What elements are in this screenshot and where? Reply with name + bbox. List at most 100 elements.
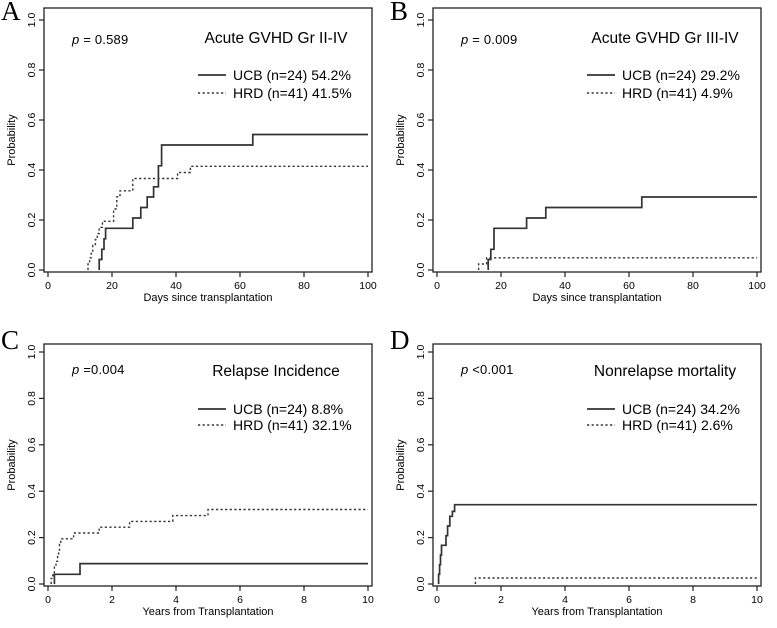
panel-label: A (1, 0, 21, 26)
legend-item-ucb: UCB (n=24) 54.2% (196, 67, 351, 83)
y-axis-label: Probability (395, 439, 407, 491)
x-tick-label: 8 (690, 594, 696, 606)
y-axis-label: Probability (395, 114, 407, 166)
legend-label: HRD (n=41) 32.1% (233, 417, 352, 433)
y-tick-label: 0.4 (26, 484, 38, 499)
legend-line-sample (198, 74, 226, 76)
legend-item-ucb: UCB (n=24) 34.2% (585, 401, 740, 417)
y-tick-label: 0.8 (26, 63, 38, 78)
y-tick-label: 0.0 (415, 577, 427, 592)
x-tick-label: 2 (498, 594, 504, 606)
legend-item-hrd: HRD (n=41) 4.9% (585, 85, 733, 101)
y-tick-label: 0.8 (415, 63, 427, 78)
x-tick-label: 6 (237, 594, 243, 606)
p-symbol: p (72, 32, 80, 47)
p-value-text: <0.001 (468, 362, 514, 377)
panel-b: 0 20 40 60 80 100 0.0 0.2 0.4 0.6 0.8 1.0 B p = 0.0… (389, 0, 777, 314)
x-axis-label: Years from Transplantation (531, 606, 663, 618)
x-tick-label: 80 (687, 280, 699, 292)
legend-label: HRD (n=41) 4.9% (622, 85, 733, 101)
legend-line-sample (587, 92, 615, 94)
legend-item-hrd: HRD (n=41) 2.6% (585, 417, 733, 433)
p-value-text: =0.004 (79, 362, 125, 377)
curve-ucb (437, 503, 757, 584)
panel-label: D (390, 325, 410, 355)
y-tick-label: 1.0 (415, 13, 427, 28)
plot-title: Acute GVHD Gr II-IV (204, 30, 348, 47)
y-tick-label: 0.6 (415, 437, 427, 452)
legend-label: UCB (n=24) 34.2% (622, 401, 740, 417)
y-tick-label: 0.4 (415, 484, 427, 499)
x-tick-label: 20 (106, 280, 118, 292)
panel-a: 0 20 40 60 80 100 0.0 0.2 0.4 0.6 0.8 1.0 A p = 0.5… (0, 0, 388, 314)
y-tick-label: 0.6 (415, 113, 427, 128)
y-tick-label: 0.0 (26, 263, 38, 278)
curve-hrd (474, 577, 757, 584)
x-tick-label: 80 (298, 280, 310, 292)
p-value: p = 0.589 (72, 32, 128, 47)
x-tick-label: 0 (45, 280, 51, 292)
curve-hrd (50, 508, 368, 584)
legend-label: UCB (n=24) 8.8% (233, 401, 344, 417)
survival-plot-b: 0 20 40 60 80 100 0.0 0.2 0.4 0.6 0.8 1.0 (415, 7, 766, 292)
x-tick-label: 10 (751, 594, 763, 606)
curve-ucb (53, 562, 368, 584)
y-tick-label: 1.0 (415, 345, 427, 360)
curve-hrd (477, 257, 757, 270)
y-tick-label: 0.8 (26, 391, 38, 406)
legend-line-sample (587, 424, 615, 426)
x-tick-label: 6 (626, 594, 632, 606)
legend-item-hrd: HRD (n=41) 41.5% (196, 85, 352, 101)
plot-title: Relapse Incidence (212, 363, 340, 380)
panel-label: C (1, 325, 20, 355)
legend-label: UCB (n=24) 29.2% (622, 67, 740, 83)
legend-line-sample (198, 408, 226, 410)
y-tick-label: 0.2 (26, 530, 38, 545)
y-tick-label: 0.0 (26, 577, 38, 592)
y-axis-label: Probability (6, 114, 18, 166)
y-tick-label: 0.4 (415, 163, 427, 178)
p-symbol: p (461, 362, 469, 377)
legend-line-sample (587, 408, 615, 410)
x-axis-label: Days since transplantation (143, 292, 273, 304)
y-axis-label: Probability (6, 439, 18, 491)
x-tick-label: 0 (45, 594, 51, 606)
y-tick-label: 0.6 (26, 437, 38, 452)
y-tick-label: 1.0 (26, 345, 38, 360)
legend-label: HRD (n=41) 41.5% (233, 85, 352, 101)
legend-label: HRD (n=41) 2.6% (622, 417, 733, 433)
curve-hrd (87, 165, 368, 270)
legend-line-sample (198, 92, 226, 94)
x-axis-label: Years from Transplantation (142, 606, 274, 618)
p-symbol: p (72, 362, 80, 377)
x-tick-label: 4 (562, 594, 568, 606)
x-tick-label: 8 (301, 594, 307, 606)
legend-item-ucb: UCB (n=24) 8.8% (196, 401, 343, 417)
x-tick-label: 40 (559, 280, 571, 292)
legend-item-hrd: HRD (n=41) 32.1% (196, 417, 352, 433)
x-tick-label: 4 (173, 594, 179, 606)
p-value: p = 0.009 (461, 32, 517, 47)
y-tick-label: 0.2 (26, 213, 38, 228)
x-tick-label: 60 (234, 280, 246, 292)
survival-plot-d: 0 2 4 6 8 10 0.0 0.2 0.4 0.6 0.8 1.0 (415, 343, 763, 606)
panel-label: B (390, 0, 409, 26)
plot-title: Nonrelapse mortality (593, 363, 737, 380)
survival-plot-c: 0 2 4 6 8 10 0.0 0.2 0.4 0.6 0.8 1.0 (26, 343, 374, 606)
p-value-text: = 0.589 (79, 32, 129, 47)
x-tick-label: 20 (495, 280, 507, 292)
x-tick-label: 0 (434, 280, 440, 292)
p-value: p <0.001 (461, 362, 514, 377)
y-tick-label: 0.6 (26, 113, 38, 128)
y-tick-label: 0.2 (415, 530, 427, 545)
y-tick-label: 1.0 (26, 13, 38, 28)
x-tick-label: 60 (623, 280, 635, 292)
panel-d: 0 2 4 6 8 10 0.0 0.2 0.4 0.6 0.8 1.0 D p <0.001 Non… (389, 314, 777, 628)
legend-label: UCB (n=24) 54.2% (233, 67, 351, 83)
y-tick-label: 0.0 (415, 263, 427, 278)
y-tick-label: 0.2 (415, 213, 427, 228)
x-tick-label: 100 (748, 280, 766, 292)
curve-ucb (98, 133, 368, 270)
x-tick-label: 0 (434, 594, 440, 606)
